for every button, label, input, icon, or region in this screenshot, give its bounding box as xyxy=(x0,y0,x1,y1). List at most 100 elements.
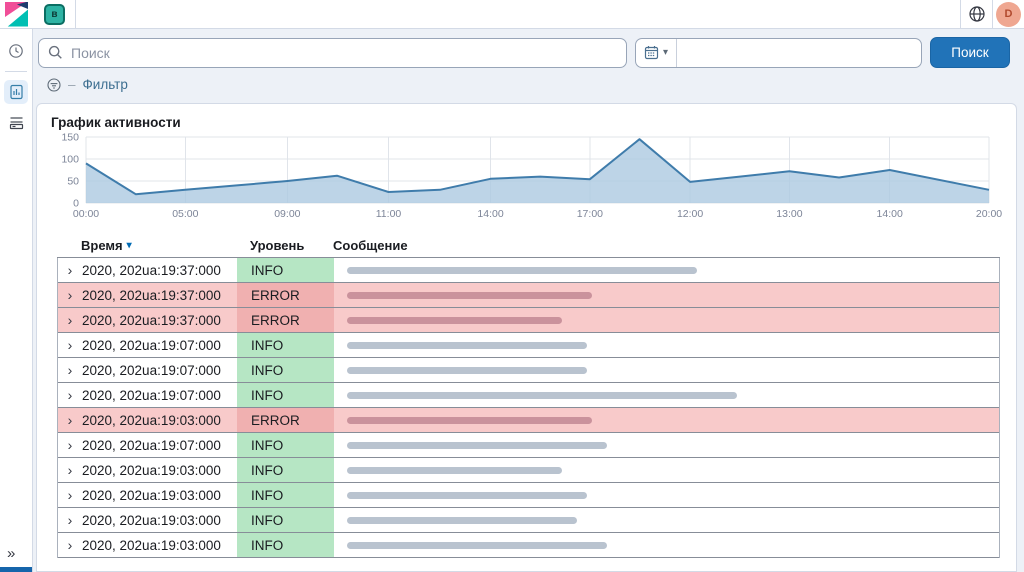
avatar[interactable]: D xyxy=(996,1,1021,27)
activity-panel: График активности 0 50 100 150 00:00 05:00 09:… xyxy=(36,103,1017,572)
sidebar-item-logs[interactable] xyxy=(4,110,28,134)
expand-row-icon[interactable]: › xyxy=(67,487,73,503)
level-badge: INFO xyxy=(237,433,334,457)
column-header-level[interactable]: Уровень xyxy=(250,238,305,253)
message-cell xyxy=(334,283,999,307)
table-row[interactable]: › 2020, 202ua:19:37:000 INFO xyxy=(58,258,999,283)
svg-text:00:00: 00:00 xyxy=(73,208,99,220)
level-badge: INFO xyxy=(237,533,334,557)
svg-text:0: 0 xyxy=(73,198,79,210)
table-row[interactable]: › 2020, 202ua:19:07:000 INFO xyxy=(58,358,999,383)
table-row[interactable]: › 2020, 202ua:19:03:000 INFO xyxy=(58,458,999,483)
search-submit-button[interactable]: Поиск xyxy=(930,37,1010,68)
search-input[interactable]: Поиск xyxy=(38,37,627,68)
table-row[interactable]: › 2020, 202ua:19:37:000 ERROR xyxy=(58,283,999,308)
app-logo[interactable] xyxy=(0,0,33,29)
time-cell: 2020, 202ua:19:37:000 xyxy=(82,287,221,303)
time-cell: 2020, 202ua:19:37:000 xyxy=(82,262,221,278)
chevron-down-icon: ▾ xyxy=(663,47,669,58)
level-badge: INFO xyxy=(237,458,334,482)
filter-icon[interactable] xyxy=(47,77,61,92)
filter-link[interactable]: Фильтр xyxy=(82,77,128,92)
report-icon xyxy=(9,84,23,100)
svg-text:14:00: 14:00 xyxy=(877,208,903,220)
expand-row-icon[interactable]: › xyxy=(67,537,73,553)
level-badge: ERROR xyxy=(237,308,334,332)
level-badge: INFO xyxy=(237,258,334,282)
svg-text:05:00: 05:00 xyxy=(172,208,198,220)
message-cell xyxy=(334,533,999,557)
time-cell: 2020, 202ua:19:03:000 xyxy=(82,512,221,528)
expand-row-icon[interactable]: › xyxy=(67,437,73,453)
message-cell xyxy=(334,458,999,482)
sidebar-item-reports[interactable] xyxy=(4,80,28,104)
message-cell xyxy=(334,508,999,532)
message-bar xyxy=(347,341,587,349)
expand-row-icon[interactable]: › xyxy=(67,387,73,403)
top-bar: в D xyxy=(33,0,1024,29)
column-header-time[interactable]: Время ▾ xyxy=(81,238,132,253)
sidebar-item-recent[interactable] xyxy=(4,39,28,63)
level-badge: INFO xyxy=(237,383,334,407)
expand-row-icon[interactable]: › xyxy=(67,337,73,353)
time-cell: 2020, 202ua:19:03:000 xyxy=(82,537,221,553)
expand-row-icon[interactable]: › xyxy=(67,312,73,328)
main-content: Поиск ▾ Поиск xyxy=(33,29,1024,572)
time-cell: 2020, 202ua:19:07:000 xyxy=(82,337,221,353)
message-bar xyxy=(347,491,587,499)
table-row[interactable]: › 2020, 202ua:19:03:000 INFO xyxy=(58,508,999,533)
expand-row-icon[interactable]: › xyxy=(67,287,73,303)
level-badge: INFO xyxy=(237,508,334,532)
filter-separator: – xyxy=(68,77,76,92)
svg-text:100: 100 xyxy=(61,154,79,166)
level-badge: ERROR xyxy=(237,283,334,307)
expand-row-icon[interactable]: › xyxy=(67,362,73,378)
calendar-icon xyxy=(644,46,659,60)
message-cell xyxy=(334,308,999,332)
column-header-message[interactable]: Сообщение xyxy=(333,238,408,253)
workspace-tab-icon[interactable]: в xyxy=(44,3,65,25)
globe-icon[interactable] xyxy=(961,0,992,28)
expand-row-icon[interactable]: › xyxy=(67,512,73,528)
date-picker-toggle[interactable]: ▾ xyxy=(636,39,676,67)
message-bar xyxy=(347,441,607,449)
expand-row-icon[interactable]: › xyxy=(67,262,73,278)
expand-row-icon[interactable]: › xyxy=(67,462,73,478)
message-bar xyxy=(347,416,592,424)
table-row[interactable]: › 2020, 202ua:19:37:000 ERROR xyxy=(58,308,999,333)
table-row[interactable]: › 2020, 202ua:19:07:000 INFO xyxy=(58,433,999,458)
table-row[interactable]: › 2020, 202ua:19:07:000 INFO xyxy=(58,333,999,358)
sidebar: » xyxy=(0,29,33,572)
expand-row-icon[interactable]: › xyxy=(67,412,73,428)
table-row[interactable]: › 2020, 202ua:19:03:000 INFO xyxy=(58,483,999,508)
message-bar xyxy=(347,266,697,274)
message-cell xyxy=(334,433,999,457)
level-badge: ERROR xyxy=(237,408,334,432)
clock-icon xyxy=(9,44,23,58)
log-table: Время ▾ Уровень Сообщение › 2020, 202ua:1… xyxy=(57,234,1000,558)
search-row: Поиск ▾ Поиск xyxy=(33,29,1024,71)
time-cell: 2020, 202ua:19:07:000 xyxy=(82,362,221,378)
svg-text:12:00: 12:00 xyxy=(677,208,703,220)
message-cell xyxy=(334,483,999,507)
table-row[interactable]: › 2020, 202ua:19:03:000 INFO xyxy=(58,533,999,558)
message-bar xyxy=(347,541,607,549)
table-row[interactable]: › 2020, 202ua:19:03:000 ERROR xyxy=(58,408,999,433)
table-row[interactable]: › 2020, 202ua:19:07:000 INFO xyxy=(58,383,999,408)
level-badge: INFO xyxy=(237,358,334,382)
message-cell xyxy=(334,408,999,432)
divider xyxy=(992,0,993,28)
logs-icon xyxy=(9,116,23,129)
collapse-sidebar-icon[interactable]: » xyxy=(7,545,16,562)
time-cell: 2020, 202ua:19:03:000 xyxy=(82,462,221,478)
date-range-picker[interactable]: ▾ xyxy=(635,37,922,68)
message-cell xyxy=(334,383,999,407)
divider xyxy=(5,71,27,72)
svg-text:14:00: 14:00 xyxy=(477,208,503,220)
log-table-body: › 2020, 202ua:19:37:000 INFO › 2020, 202ua:1… xyxy=(57,258,1000,558)
message-cell xyxy=(334,358,999,382)
level-badge: INFO xyxy=(237,483,334,507)
level-badge: INFO xyxy=(237,333,334,357)
log-table-header: Время ▾ Уровень Сообщение xyxy=(57,234,1000,258)
